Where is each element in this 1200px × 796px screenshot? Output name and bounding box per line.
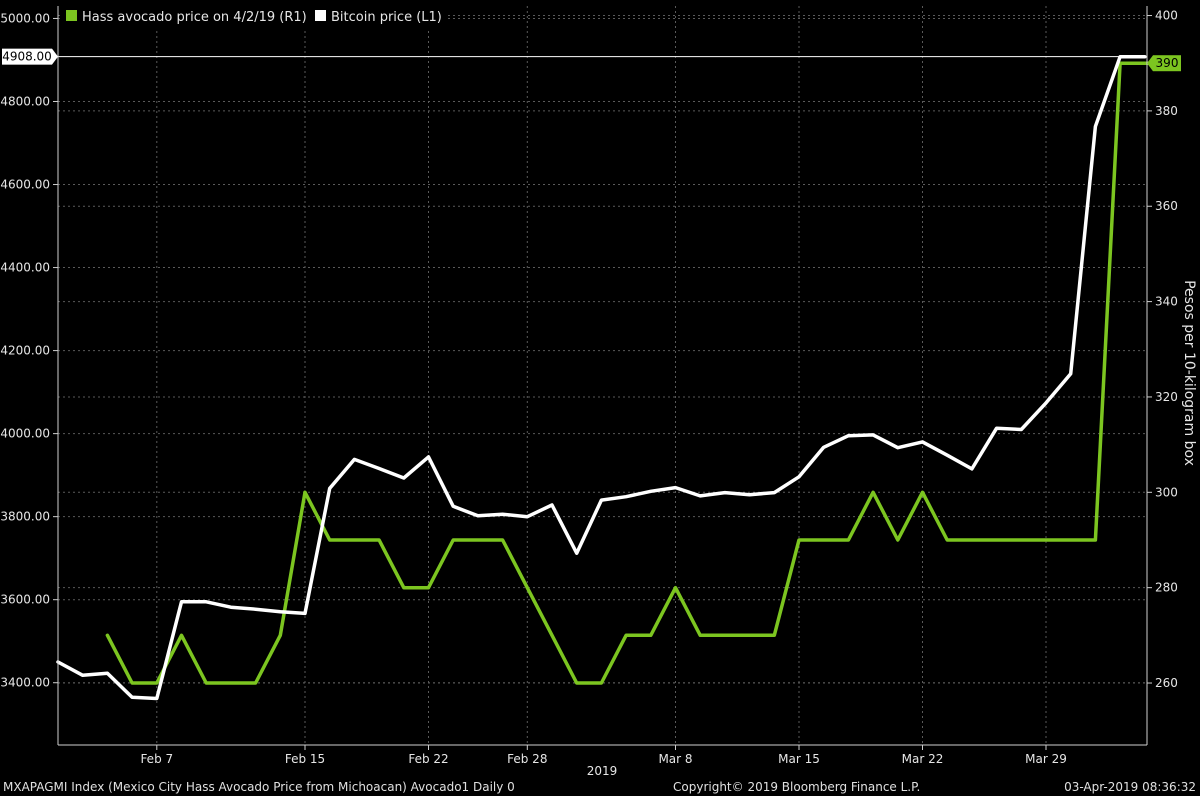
left-tick-label-7: 4800.00 xyxy=(0,94,50,108)
series-layer xyxy=(56,54,1172,701)
bitcoin-price-line xyxy=(56,54,1147,701)
right-axis-label: Pesos per 10-kilogram box xyxy=(1181,280,1197,466)
x-tick-label-0: Feb 7 xyxy=(140,752,173,766)
x-tick-label-7: Mar 29 xyxy=(1025,752,1067,766)
avocado-price-line xyxy=(105,61,1172,685)
bitcoin-last-value-box xyxy=(2,48,52,65)
right-tick-label-5: 360 xyxy=(1155,199,1178,213)
x-tick-label-2: Feb 22 xyxy=(408,752,448,766)
ticks-layer: 3400.00 3600.00 3800.00 4000.00 4200.00 4400.… xyxy=(0,9,1181,766)
footer-timestamp: 03-Apr-2019 08:36:32 xyxy=(1064,780,1196,794)
right-tick-label-3: 320 xyxy=(1155,390,1178,404)
bitcoin-last-value-label: 4908.00 xyxy=(2,50,52,64)
right-tick-label-4: 340 xyxy=(1155,295,1178,309)
legend-swatch-avocado xyxy=(66,10,77,21)
right-tick-label-7: 400 xyxy=(1155,9,1178,23)
left-tick-label-5: 4400.00 xyxy=(0,261,50,275)
left-tick-label-3: 4000.00 xyxy=(0,427,50,441)
avocado-last-value-label: 390 xyxy=(1156,56,1179,70)
x-tick-label-1: Feb 15 xyxy=(285,752,325,766)
right-tick-label-0: 260 xyxy=(1155,676,1178,690)
legend-background xyxy=(60,4,446,30)
avocado-last-value-box xyxy=(1153,55,1181,72)
x-tick-label-6: Mar 22 xyxy=(902,752,944,766)
avocado-last-value-arrow xyxy=(1147,55,1153,72)
right-tick-label-1: 280 xyxy=(1155,581,1178,595)
year-label: 2019 xyxy=(587,764,618,778)
footer-source: MXAPAGMI Index (Mexico City Hass Avocado… xyxy=(3,780,515,794)
footer-copyright: Copyright© 2019 Bloomberg Finance L.P. xyxy=(673,780,921,794)
left-tick-label-2: 3800.00 xyxy=(0,510,50,524)
x-tick-label-4: Mar 8 xyxy=(658,752,692,766)
legend: Hass avocado price on 4/2/19 (R1) Bitcoi… xyxy=(60,4,446,30)
left-tick-label-1: 3600.00 xyxy=(0,593,50,607)
left-tick-label-8: 5000.00 xyxy=(0,11,50,25)
grid-lines xyxy=(58,6,1147,745)
legend-label-avocado: Hass avocado price on 4/2/19 (R1) xyxy=(82,10,307,25)
right-tick-label-6: 380 xyxy=(1155,104,1178,118)
x-tick-label-3: Feb 28 xyxy=(507,752,547,766)
bitcoin-last-value-arrow xyxy=(52,48,58,65)
x-tick-label-5: Mar 15 xyxy=(778,752,820,766)
right-tick-label-2: 300 xyxy=(1155,485,1178,499)
legend-swatch-bitcoin xyxy=(315,10,326,21)
axes xyxy=(57,6,1148,746)
left-tick-label-6: 4600.00 xyxy=(0,178,50,192)
legend-label-bitcoin: Bitcoin price (L1) xyxy=(331,10,442,25)
left-tick-label-4: 4200.00 xyxy=(0,344,50,358)
left-tick-label-0: 3400.00 xyxy=(0,676,50,690)
